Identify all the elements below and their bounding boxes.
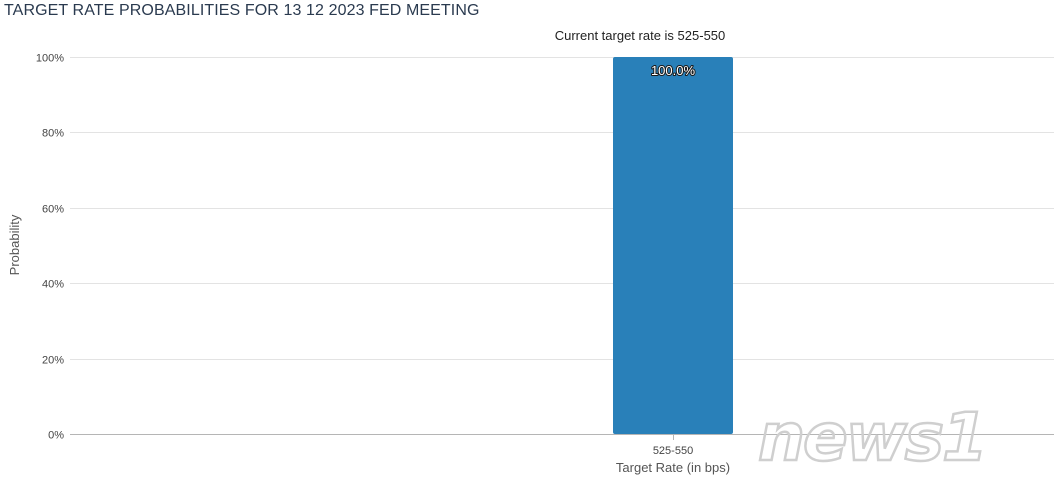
news1-logo: news1 xyxy=(757,398,989,478)
chart-subtitle: Current target rate is 525-550 xyxy=(554,28,726,43)
x-tick-label: 525-550 xyxy=(653,445,693,457)
x-axis-ticks: 525-550 xyxy=(653,434,693,457)
data-label: 100.0% xyxy=(651,63,696,78)
y-tick-label: 60% xyxy=(42,204,64,216)
news1-logo-text: news1 xyxy=(758,399,986,476)
y-tick-label: 0% xyxy=(48,430,64,442)
y-tick-label: 80% xyxy=(42,128,64,140)
y-tick-label: 40% xyxy=(42,279,64,291)
gridlines xyxy=(70,57,1054,435)
bars: 100.0% xyxy=(613,57,733,434)
chart-title: TARGET RATE PROBABILITIES FOR 13 12 2023… xyxy=(4,2,480,19)
y-axis-ticks: 0% 20% 40% 60% 80% 100% xyxy=(36,53,64,442)
bar xyxy=(613,57,733,434)
y-tick-label: 100% xyxy=(36,53,64,65)
y-tick-label: 20% xyxy=(42,355,64,367)
y-axis-label: Probability xyxy=(7,214,22,275)
x-axis-label: Target Rate (in bps) xyxy=(616,460,730,475)
